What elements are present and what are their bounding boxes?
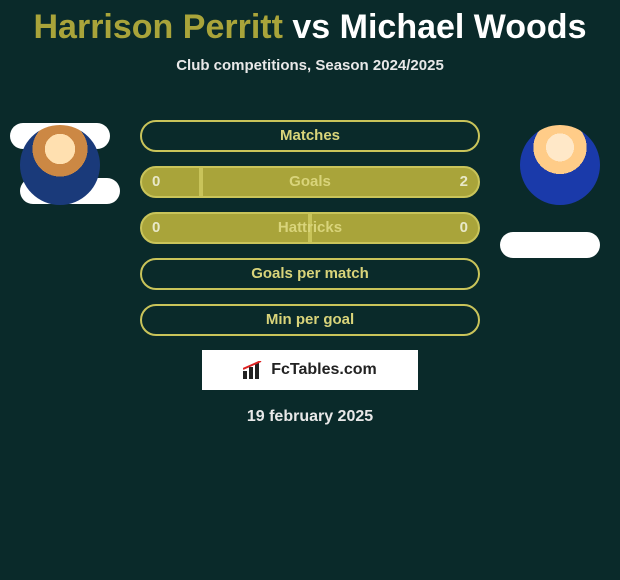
stat-row-matches: Matches [140,120,480,152]
subtitle: Club competitions, Season 2024/2025 [0,57,620,74]
stat-value-left: 0 [152,219,160,236]
stat-label: Goals [140,173,480,190]
bar-chart-icon [243,361,265,379]
player2-name: Michael Woods [340,8,587,46]
comparison-chart: MatchesGoals02Hattricks00Goals per match… [0,120,620,426]
stat-row-goals-per-match: Goals per match [140,258,480,290]
brand-text: FcTables.com [271,361,377,379]
vs-text: vs [292,8,330,46]
stat-label: Hattricks [140,219,480,236]
brand-badge: FcTables.com [202,350,418,390]
stat-label: Min per goal [140,311,480,328]
stat-row-goals: Goals0 2 [140,166,480,198]
stat-label: Goals per match [140,265,480,282]
page-title: Harrison Perritt vs Michael Woods [0,0,620,47]
stat-label: Matches [140,127,480,144]
stat-value-right: 2 [460,173,468,190]
stat-value-left: 0 [152,173,160,190]
stat-row-min-per-goal: Min per goal [140,304,480,336]
stat-value-right: 0 [460,219,468,236]
player1-name: Harrison Perritt [34,8,283,46]
stat-row-hattricks: Hattricks0 0 [140,212,480,244]
date-text: 19 february 2025 [0,408,620,426]
